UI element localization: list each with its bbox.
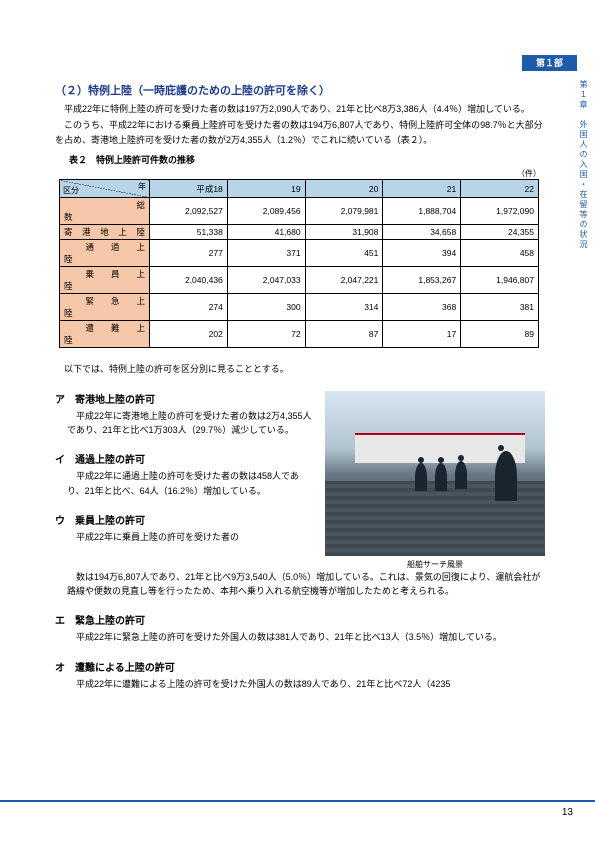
row-label: 総 数: [60, 198, 150, 225]
person-silhouette: [435, 463, 447, 491]
row-label: 乗 員 上 陸: [60, 267, 150, 294]
footer-rule: [0, 800, 595, 802]
diagonal-header: 区分 年: [60, 180, 150, 198]
photo-caption: 船舶サーチ風景: [325, 559, 545, 570]
data-cell: 394: [383, 240, 461, 267]
sub-i-heading: イ 通過上陸の許可: [55, 451, 315, 466]
col-header: 22: [461, 180, 539, 198]
data-cell: 368: [383, 294, 461, 321]
person-silhouette: [495, 451, 517, 501]
data-cell: 314: [305, 294, 383, 321]
data-cell: 1,888,704: [383, 198, 461, 225]
sub-e-text: 平成22年に緊急上陸の許可を受けた外国人の数は381人であり、21年と比べ13人…: [67, 630, 545, 644]
diag-left-label: 区分: [63, 185, 79, 196]
table-row: 緊 急 上 陸274300314368381: [60, 294, 539, 321]
part-tab: 第１部: [522, 55, 577, 71]
data-cell: 371: [227, 240, 305, 267]
data-cell: 2,047,033: [227, 267, 305, 294]
intro-paragraph-1: 平成22年に特例上陸の許可を受けた者の数は197万2,090人であり、21年と比…: [55, 102, 545, 116]
data-cell: 31,908: [305, 225, 383, 240]
main-content: （２）特例上陸（一時庇護のための上陸の許可を除く） 平成22年に特例上陸の許可を…: [55, 82, 545, 691]
table-row: 遭 難 上 陸20272871789: [60, 321, 539, 348]
chapter-sidebar: 第１章 外国人の入国・在留等の状況: [577, 80, 589, 260]
intro-paragraph-2: このうち、平成22年における乗員上陸許可を受けた者の数は194万6,807人であ…: [55, 118, 545, 147]
data-cell: 1,853,267: [383, 267, 461, 294]
data-cell: 2,079,981: [305, 198, 383, 225]
col-header: 19: [227, 180, 305, 198]
table-caption: 表２ 特例上陸許可件数の推移: [69, 153, 545, 166]
row-label: 寄 港 地 上 陸: [60, 225, 150, 240]
ship-search-photo: [325, 391, 545, 556]
data-cell: 451: [305, 240, 383, 267]
photo-block: 船舶サーチ風景: [325, 391, 545, 570]
data-cell: 300: [227, 294, 305, 321]
data-cell: 17: [383, 321, 461, 348]
data-table: 区分 年 平成18 19 20 21 22 総 数2,092,5272,089,…: [59, 179, 539, 348]
data-cell: 87: [305, 321, 383, 348]
table-header-row: 区分 年 平成18 19 20 21 22: [60, 180, 539, 198]
table-unit: （件）: [55, 168, 541, 179]
sub-o-text: 平成22年に遭難による上陸の許可を受けた外国人の数は89人であり、21年と比べ7…: [67, 677, 545, 691]
sub-a-heading: ア 寄港地上陸の許可: [55, 391, 315, 406]
section-title: （２）特例上陸（一時庇護のための上陸の許可を除く）: [55, 82, 545, 98]
data-cell: 1,946,807: [461, 267, 539, 294]
table-row: 総 数2,092,5272,089,4562,079,9811,888,7041…: [60, 198, 539, 225]
sub-u-heading: ウ 乗員上陸の許可: [55, 512, 315, 527]
person-silhouette: [455, 461, 467, 489]
data-cell: 51,338: [150, 225, 228, 240]
diag-right-label: 年: [138, 181, 146, 192]
page-number: 13: [562, 807, 573, 818]
table-row: 通 過 上 陸277371451394458: [60, 240, 539, 267]
data-cell: 1,972,090: [461, 198, 539, 225]
sub-u-text-2: 数は194万6,807人であり、21年と比べ9万3,540人（5.0％）増加して…: [67, 570, 545, 599]
sub-o-heading: オ 遭難による上陸の許可: [55, 659, 545, 674]
sub-i-text: 平成22年に通過上陸の許可を受けた者の数は458人であり、21年と比べ、64人（…: [67, 469, 315, 498]
col-header: 平成18: [150, 180, 228, 198]
row-label: 緊 急 上 陸: [60, 294, 150, 321]
row-label: 遭 難 上 陸: [60, 321, 150, 348]
col-header: 20: [305, 180, 383, 198]
sub-u-text-1: 平成22年に乗員上陸の許可を受けた者の: [67, 530, 315, 544]
col-header: 21: [383, 180, 461, 198]
data-cell: 72: [227, 321, 305, 348]
person-silhouette: [415, 463, 427, 491]
sub-a-text: 平成22年に寄港地上陸の許可を受けた者の数は2万4,355人であり、21年と比べ…: [67, 409, 315, 438]
row-label: 通 過 上 陸: [60, 240, 150, 267]
data-cell: 381: [461, 294, 539, 321]
data-cell: 24,355: [461, 225, 539, 240]
data-cell: 89: [461, 321, 539, 348]
data-cell: 2,047,221: [305, 267, 383, 294]
table-row: 寄 港 地 上 陸51,33841,68031,90834,65824,355: [60, 225, 539, 240]
data-cell: 2,089,456: [227, 198, 305, 225]
data-cell: 458: [461, 240, 539, 267]
divider-text: 以下では、特例上陸の許可を区分別に見ることとする。: [55, 362, 545, 376]
sub-e-heading: エ 緊急上陸の許可: [55, 612, 545, 627]
table-row: 乗 員 上 陸2,040,4362,047,0332,047,2211,853,…: [60, 267, 539, 294]
data-cell: 34,658: [383, 225, 461, 240]
data-cell: 41,680: [227, 225, 305, 240]
